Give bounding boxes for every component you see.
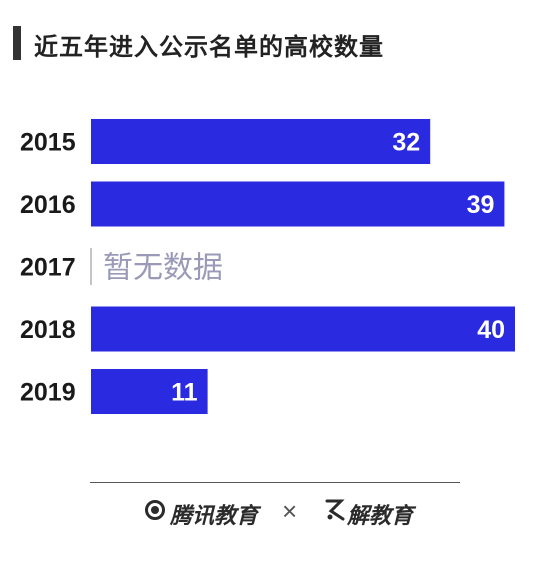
category-label-2016: 2016 <box>20 191 76 219</box>
bar-2015 <box>91 119 431 164</box>
brand-jie-education: 解教育 <box>347 503 414 528</box>
value-label-2016: 39 <box>467 191 495 219</box>
bar-2019 <box>91 369 208 414</box>
value-label-2019: 11 <box>171 379 198 407</box>
tencent-logo-icon <box>145 500 165 520</box>
brand-tencent-education: 腾讯教育 <box>170 503 259 528</box>
footer: 腾讯教育 × 解教育 <box>0 492 550 532</box>
category-label-2019: 2019 <box>20 379 76 407</box>
jie-logo-icon <box>323 497 347 523</box>
footer-divider <box>90 482 460 483</box>
bar-2016 <box>91 181 505 227</box>
nodata-label-2017: 暂无数据 <box>103 251 223 286</box>
bar-2018 <box>91 306 515 352</box>
title-accent-bar <box>13 26 21 60</box>
category-label-2015: 2015 <box>20 129 76 157</box>
chart-title: 近五年进入公示名单的高校数量 <box>34 34 384 61</box>
value-label-2015: 32 <box>392 129 420 157</box>
bar-chart: 2015 32 2016 39 2017 暂无数据 2018 40 2019 11 <box>20 119 515 414</box>
collab-separator: × <box>282 496 298 526</box>
category-label-2017: 2017 <box>20 254 76 282</box>
value-label-2018: 40 <box>477 316 505 344</box>
category-label-2018: 2018 <box>20 316 76 344</box>
